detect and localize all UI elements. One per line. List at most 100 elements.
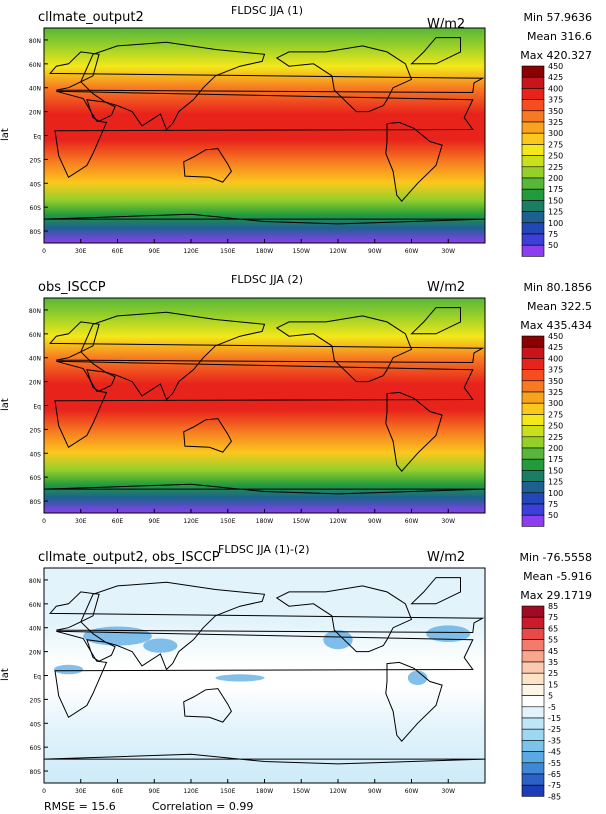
- lat-tick-label: Eq: [33, 674, 41, 681]
- colorbar-swatch: [521, 605, 545, 618]
- lon-tick-label: 120E: [183, 788, 198, 795]
- colorbar-label: 100: [548, 219, 563, 228]
- colorbar-label: 325: [548, 388, 563, 397]
- lon-tick-label: 120E: [183, 248, 198, 255]
- colorbar-swatch: [521, 200, 545, 212]
- colorbar-label: -85: [548, 792, 561, 800]
- coastline: [275, 45, 413, 113]
- colorbar-swatch: [521, 728, 545, 741]
- colorbar-swatch: [521, 740, 545, 752]
- lat-tick-label: 20N: [29, 110, 41, 117]
- anomaly-region: [53, 664, 84, 675]
- lat-tick-label: 80N: [29, 308, 41, 315]
- colorbar-swatch: [521, 233, 545, 246]
- colorbar-label: 375: [548, 366, 563, 375]
- colorbar-label: 225: [548, 163, 563, 172]
- anomaly-region: [426, 625, 471, 643]
- colorbar-swatch: [521, 166, 545, 179]
- lon-tick-label: 30W: [441, 518, 455, 525]
- colorbar-label: 400: [548, 354, 563, 363]
- colorbar-swatch: [521, 639, 545, 652]
- lon-tick-label: 60W: [405, 248, 419, 255]
- coastline: [80, 311, 266, 401]
- lat-tick-label: Eq: [33, 134, 41, 141]
- coastline: [183, 418, 232, 453]
- lon-tick-label: 150W: [293, 248, 310, 255]
- panel-left-title: cllmate_output2: [38, 10, 144, 25]
- colorbar-swatch: [521, 65, 545, 78]
- colorbar-label: 75: [548, 500, 558, 509]
- colorbar-swatch: [521, 358, 545, 370]
- colorbar-swatch: [521, 436, 545, 449]
- colorbar-label: 250: [548, 152, 563, 161]
- coastline: [275, 585, 413, 653]
- lat-tick-label: 20N: [29, 650, 41, 657]
- stat-min: Min 57.9636: [523, 11, 592, 24]
- lat-tick-label: Eq: [33, 404, 41, 411]
- colorbar-label: 125: [548, 478, 563, 487]
- rmse-label: RMSE = 15.6: [44, 800, 116, 813]
- panel-stats: Min -76.5558 Mean -5.916 Max 29.1719: [520, 548, 592, 605]
- colorbar-label: 125: [548, 208, 563, 217]
- colorbar-swatch: [521, 447, 545, 460]
- coastline: [54, 90, 474, 179]
- colorbar-label: -75: [548, 781, 561, 790]
- lon-tick-label: 30W: [441, 248, 455, 255]
- colorbar-swatch: [521, 684, 545, 696]
- lon-tick-label: 180W: [256, 518, 273, 525]
- panel-units: W/m2: [427, 550, 466, 565]
- colorbar-label: 225: [548, 433, 563, 442]
- lon-tick-label: 30E: [75, 788, 87, 795]
- colorbar-swatch: [521, 99, 545, 112]
- lat-tick-label: 80N: [29, 578, 41, 585]
- colorbar-swatch: [521, 144, 545, 156]
- panel-center-title: FLDSC JJA (1): [231, 4, 303, 17]
- colorbar-label: 300: [548, 129, 563, 138]
- panel-center-title: FLDSC JJA (2): [231, 273, 303, 286]
- lon-tick-label: 60W: [405, 518, 419, 525]
- panel-left-title: cllmate_output2, obs_ISCCP: [38, 550, 220, 565]
- colorbar-label: -25: [548, 725, 561, 734]
- stat-mean: Mean -5.916: [523, 570, 592, 583]
- coastline: [183, 688, 232, 723]
- lat-tick-label: 60N: [29, 602, 41, 609]
- lon-tick-label: 90E: [149, 788, 161, 795]
- colorbar-label: 200: [548, 444, 563, 453]
- anomaly-region: [407, 670, 428, 686]
- map-field: [43, 297, 486, 514]
- coastline: [54, 630, 474, 719]
- coastline: [80, 41, 266, 131]
- colorbar-label: 25: [548, 669, 558, 678]
- colorbar-label: 100: [548, 489, 563, 498]
- colorbar-label: 35: [548, 658, 558, 667]
- panel-center-title: FLDSC JJA (1)-(2): [218, 543, 310, 556]
- colorbar-label: 55: [548, 636, 558, 645]
- coastline: [43, 753, 486, 765]
- colorbar-label: 325: [548, 118, 563, 127]
- lat-tick-label: 60N: [29, 62, 41, 69]
- colorbar-label: -55: [548, 759, 561, 768]
- stat-max: Max 435.434: [520, 319, 592, 332]
- panel-stats: Min 57.9636 Mean 316.6 Max 420.327: [520, 8, 592, 65]
- colorbar-label: 65: [548, 624, 558, 633]
- lat-tick-label: 80S: [30, 769, 42, 776]
- colorbar-swatch: [521, 616, 545, 629]
- colorbar-label: 275: [548, 410, 563, 419]
- lon-tick-label: 150E: [220, 248, 235, 255]
- stat-min: Min 80.1856: [523, 281, 592, 294]
- coastline: [385, 661, 443, 742]
- map-plot: 80N 60N 40N 20N Eq 20S 40S 60S 80S 0 30E 60E 90E 120E…: [29, 567, 561, 800]
- lat-tick-label: 40S: [30, 181, 42, 188]
- colorbar-label: 350: [548, 377, 563, 386]
- colorbar-swatch: [521, 650, 545, 663]
- coastline: [183, 148, 232, 183]
- coastline: [80, 581, 266, 671]
- coastline: [410, 307, 461, 335]
- map-plot: 80N 60N 40N 20N Eq 20S 40S 60S 80S 0 30E 60E 90E 120E…: [29, 27, 563, 257]
- colorbar-label: 375: [548, 96, 563, 105]
- colorbar-label: 175: [548, 185, 563, 194]
- colorbar-swatch: [521, 414, 545, 426]
- coastline: [410, 577, 461, 605]
- lat-tick-label: 40S: [30, 721, 42, 728]
- colorbar-swatch: [521, 773, 545, 786]
